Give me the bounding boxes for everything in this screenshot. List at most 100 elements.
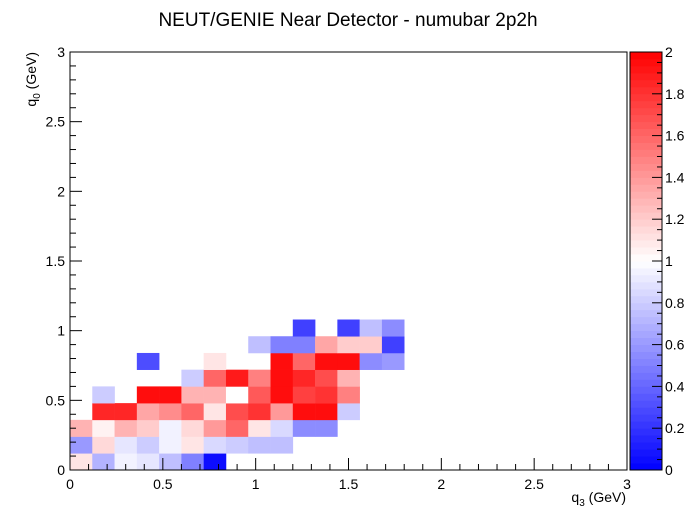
- heatmap-cell: [92, 386, 115, 404]
- x-tick-label: 1: [252, 476, 260, 492]
- y-tick-label: 0: [57, 462, 65, 478]
- heatmap-cell: [292, 336, 316, 354]
- heatmap-cell: [136, 403, 160, 421]
- heatmap-cell: [315, 403, 338, 421]
- color-scale-band: [630, 163, 662, 171]
- heatmap-cell: [381, 352, 405, 370]
- color-scale-band: [630, 386, 662, 394]
- heatmap-cell: [225, 369, 249, 387]
- heatmap-cell: [337, 319, 360, 337]
- x-tick-label: 1.5: [339, 476, 359, 492]
- x-axis-label: q3 (GeV): [571, 489, 626, 509]
- heatmap-cell: [248, 436, 271, 454]
- color-scale-band: [630, 393, 662, 401]
- heatmap-cell: [181, 419, 204, 437]
- heatmap-cell: [159, 386, 182, 404]
- color-scale-band: [630, 226, 662, 234]
- color-scale-band: [630, 254, 662, 262]
- color-scale-band: [630, 295, 662, 304]
- heatmap-cell: [270, 352, 294, 370]
- color-scale-band: [630, 449, 662, 457]
- heatmap-cell: [203, 386, 227, 404]
- heatmap-cell: [248, 386, 271, 404]
- heatmap-cell: [181, 403, 204, 421]
- heatmap-cell: [315, 419, 338, 437]
- color-scale-band: [630, 302, 662, 311]
- y-tick-label: 2.5: [46, 114, 66, 130]
- heatmap-cell: [181, 453, 204, 471]
- heatmap-cell: [203, 419, 227, 437]
- color-scale-label: 1.2: [665, 211, 685, 227]
- color-scale-band: [630, 128, 662, 136]
- color-scale-band: [630, 337, 662, 345]
- heatmap-cell: [270, 403, 294, 421]
- heatmap-cell: [292, 403, 316, 421]
- heatmap-cell: [248, 369, 271, 387]
- color-scale-label: 0.2: [665, 420, 685, 436]
- y-tick-label: 2: [57, 183, 65, 199]
- heatmap-cell: [225, 386, 249, 404]
- heatmap-cell: [315, 352, 338, 370]
- color-scale-band: [630, 400, 662, 408]
- color-scale-band: [630, 100, 662, 109]
- color-scale-band: [630, 114, 662, 123]
- y-tick-label: 1.5: [46, 253, 66, 269]
- heatmap-cell: [270, 336, 294, 354]
- heatmap-cell: [315, 336, 338, 354]
- heatmap-cell: [159, 453, 182, 471]
- color-scale-band: [630, 177, 662, 185]
- heatmap-cell: [203, 369, 227, 387]
- heatmap-cell: [203, 453, 227, 471]
- heatmap-cell: [359, 336, 383, 354]
- heatmap-cell: [270, 419, 294, 437]
- color-scale-band: [630, 351, 662, 359]
- color-scale-band: [630, 365, 662, 373]
- color-scale-band: [630, 198, 662, 206]
- heatmap-cell: [181, 369, 204, 387]
- color-scale-band: [630, 191, 662, 199]
- color-scale-band: [630, 435, 662, 443]
- heatmap-cell: [337, 386, 360, 404]
- color-scale-label: 0.4: [665, 378, 685, 394]
- heatmap-cell: [92, 436, 115, 454]
- heatmap-cell: [292, 352, 316, 370]
- heatmap-cell: [92, 419, 115, 437]
- color-scale-band: [630, 372, 662, 380]
- heatmap-cell: [203, 403, 227, 421]
- heatmap-cell: [203, 436, 227, 454]
- color-scale-band: [630, 184, 662, 192]
- color-scale-band: [630, 414, 662, 422]
- color-scale-band: [630, 323, 662, 332]
- heatmap-cell: [292, 319, 316, 337]
- color-scale-band: [630, 316, 662, 325]
- heatmap-cell: [359, 352, 383, 370]
- heatmap-cell: [136, 453, 160, 471]
- color-scale-band: [630, 233, 662, 241]
- color-scale-band: [630, 247, 662, 255]
- y-axis-label: q0 (GeV): [23, 52, 43, 107]
- color-scale-band: [630, 274, 662, 283]
- color-scale-band: [630, 212, 662, 220]
- color-scale-band: [630, 456, 662, 464]
- x-tick-label: 2: [437, 476, 445, 492]
- color-scale-band: [630, 358, 662, 366]
- color-scale-band: [630, 463, 662, 471]
- color-scale-label: 0.8: [665, 295, 685, 311]
- color-scale-band: [630, 344, 662, 352]
- heatmap-cell: [292, 386, 316, 404]
- color-scale-band: [630, 309, 662, 318]
- color-scale-label: 2: [665, 44, 673, 60]
- color-scale-band: [630, 219, 662, 227]
- heatmap-cell: [292, 369, 316, 387]
- y-tick-label: 1: [57, 323, 65, 339]
- color-scale-label: 0: [665, 462, 673, 478]
- heatmap-cell: [114, 403, 138, 421]
- color-scale-label: 1.8: [665, 86, 685, 102]
- heatmap-cell: [159, 436, 182, 454]
- heatmap-cell: [114, 453, 138, 471]
- color-scale-band: [630, 261, 662, 269]
- heatmap-cell: [248, 403, 271, 421]
- heatmap-cell: [136, 386, 160, 404]
- x-axis: 0 0.5 1 1.5 2 2.5 3: [66, 458, 631, 492]
